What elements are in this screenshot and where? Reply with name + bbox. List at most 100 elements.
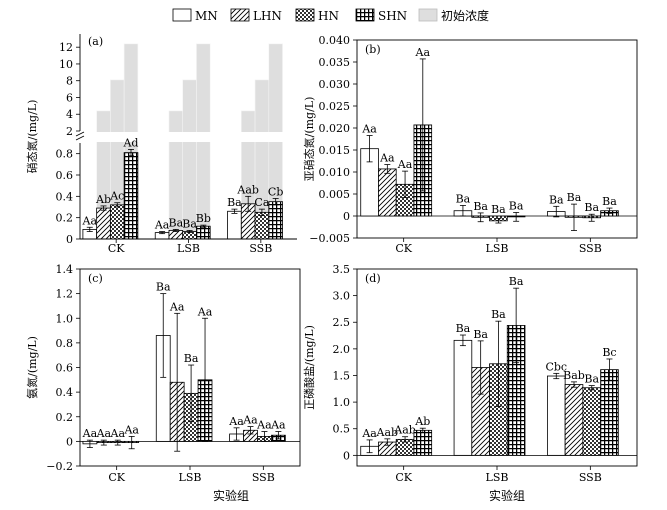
x-tick-label-ssb: SSB xyxy=(252,471,275,484)
legend-item-initial: 初始浓度 xyxy=(418,8,489,23)
x-axis-title-left: 实验组 xyxy=(213,488,249,503)
bar-label-lsb-lhn: Ba xyxy=(473,200,488,213)
bar-ssb-mn xyxy=(547,375,566,456)
bar-ck-hn xyxy=(109,204,125,240)
bar-label-ssb-mn: Cbc xyxy=(545,360,567,373)
bar-label-lsb-mn: Ba xyxy=(456,192,471,205)
axis-break-gap xyxy=(66,132,297,142)
bar-label-lsb-mn: Ba xyxy=(456,322,471,335)
bar-label-lsb-shn: Aa xyxy=(197,305,213,318)
bar-lsb-mn xyxy=(453,339,473,456)
y-tick-label: 0.040 xyxy=(319,34,351,47)
legend-item-hn: HN xyxy=(295,8,339,23)
legend-item-shn: SHN xyxy=(355,8,407,23)
legend-label-initial: 初始浓度 xyxy=(441,8,489,23)
y-axis-label: 正磷酸盐/(mg/L) xyxy=(302,325,316,410)
y-tick-label: −0.2 xyxy=(46,460,73,473)
y-tick-label: 0 xyxy=(343,449,350,462)
y-tick-label: 10 xyxy=(59,58,73,71)
legend-swatch-shn xyxy=(355,8,375,22)
bar-label-lsb-hn: Ba xyxy=(491,308,506,321)
legend-label-shn: SHN xyxy=(378,9,407,23)
y-tick-label: 8 xyxy=(66,75,73,88)
bar-label-ssb-mn: Ba xyxy=(227,196,242,209)
bar-label-ssb-mn: Aa xyxy=(228,415,244,428)
bar-label-ssb-lhn: Aa xyxy=(242,414,258,427)
bar-label-ssb-lhn: Ba xyxy=(567,191,582,204)
y-tick-label: 6 xyxy=(66,91,73,104)
legend: MN LHN HN SHN 初始浓度 xyxy=(172,8,489,23)
legend-swatch-mn xyxy=(172,8,192,22)
bar-label-ssb-lhn: Aab xyxy=(236,183,259,196)
x-tick-label-ck: CK xyxy=(108,471,125,484)
panel-c: (c)−0.200.20.40.60.81.01.21.4Aa Aa Aa AaBaA… xyxy=(25,263,301,484)
bar-label-ck-shn: Ad xyxy=(122,136,138,149)
y-tick-label: 3.5 xyxy=(333,263,351,276)
legend-label-hn: HN xyxy=(318,9,339,23)
y-tick-label: 1.0 xyxy=(333,396,351,409)
bar-label-ck-lhn: Aab xyxy=(376,426,399,439)
y-tick-label: 0.025 xyxy=(319,100,351,113)
y-tick-label: 0.8 xyxy=(56,337,74,350)
bar-ck-shn xyxy=(413,429,433,456)
bar-label-lsb-shn: Ba xyxy=(509,199,524,212)
bar-label-lsb-lhn: Aa xyxy=(169,300,185,313)
y-tick-label: 0 xyxy=(66,233,73,246)
bar-label-lsb-mn: Aa xyxy=(154,219,170,232)
bar-ck-lhn xyxy=(378,168,397,217)
bar-label-ck-mn: Aa xyxy=(361,427,377,440)
x-tick-label-lsb: LSB xyxy=(486,242,509,255)
panel-label: (c) xyxy=(88,272,103,285)
x-tick-label-ssb: SSB xyxy=(579,242,602,255)
x-tick-label-lsb: LSB xyxy=(177,242,200,255)
bar-label-ck-lhn: Aa xyxy=(96,427,112,440)
legend-label-lhn: LHN xyxy=(253,9,282,23)
bar-label-lsb-shn: Ba xyxy=(509,275,524,288)
axis-break-mark xyxy=(75,131,85,141)
bar-label-lsb-hn: Ba xyxy=(184,352,199,365)
y-axis-label: 硝态氮/(mg/L) xyxy=(25,100,39,174)
legend-label-mn: MN xyxy=(195,9,218,23)
x-tick-label-ssb: SSB xyxy=(579,471,602,484)
legend-swatch-initial xyxy=(418,8,438,22)
bar-ssb-hn xyxy=(254,211,270,240)
y-tick-label: 0.035 xyxy=(319,56,351,69)
bar-label-ssb-mn: Ba xyxy=(549,193,564,206)
bar-label-lsb-shn: Bb xyxy=(196,212,211,225)
y-tick-label: 0.8 xyxy=(56,148,74,161)
initial-bar-lsb-hn xyxy=(182,79,197,240)
bar-ck-lhn xyxy=(96,207,111,240)
bar-label-ck-hn: Aa xyxy=(397,158,413,171)
legend-item-lhn: LHN xyxy=(230,8,282,23)
bar-ssb-shn xyxy=(600,369,619,456)
y-tick-label: 0.6 xyxy=(56,362,74,375)
bar-label-ck-shn: Ab xyxy=(414,415,430,428)
y-axis-label: 亚硝态氮/(mg/L) xyxy=(302,97,316,182)
y-tick-label: 1.2 xyxy=(56,288,74,301)
x-tick-label-lsb: LSB xyxy=(179,471,202,484)
y-tick-label: 0 xyxy=(66,435,73,448)
bar-label-ssb-shn: Aa xyxy=(270,419,286,432)
x-tick-label-ck: CK xyxy=(395,471,412,484)
y-tick-label: 0.015 xyxy=(319,144,351,157)
bar-label-lsb-lhn: Ba xyxy=(473,328,488,341)
x-tick-label-ssb: SSB xyxy=(249,242,272,255)
y-tick-label: 0.020 xyxy=(319,122,351,135)
y-tick-label: 2 xyxy=(66,125,73,138)
bar-label-ck-lhn: Ab xyxy=(95,193,111,206)
y-tick-label: 2.0 xyxy=(333,343,351,356)
bar-label-ck-hn: Ac xyxy=(109,190,124,203)
bar-label-ck-mn: Aa xyxy=(82,214,98,227)
panel-label: (b) xyxy=(365,43,381,56)
bar-label-ssb-hn: Ba xyxy=(584,373,599,386)
y-tick-label: 0.4 xyxy=(56,386,74,399)
bar-label-ssb-shn: Bc xyxy=(602,346,616,359)
x-axis-title-right: 实验组 xyxy=(489,488,525,503)
y-tick-label: 0 xyxy=(343,210,350,223)
bar-label-ck-shn: Aa xyxy=(415,46,431,59)
panel-label: (a) xyxy=(88,35,103,48)
y-tick-label: 1.5 xyxy=(333,369,351,382)
legend-item-mn: MN xyxy=(172,8,218,23)
